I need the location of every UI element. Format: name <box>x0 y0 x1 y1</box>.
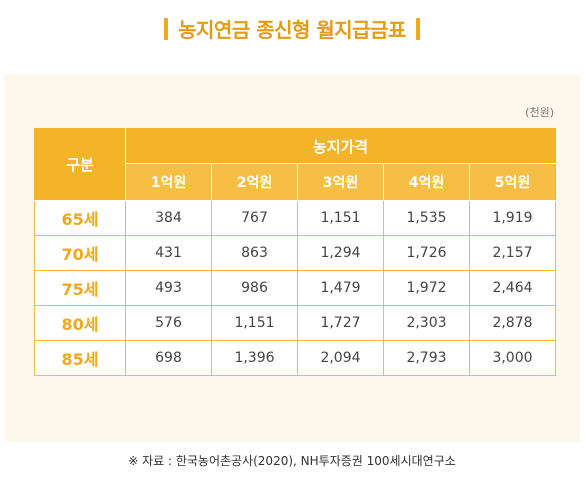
column-header: 5억원 <box>469 163 556 201</box>
value-cell: 431 <box>125 235 212 271</box>
table-panel: (천원) 구분 농지가격 1억원 2억원 3억원 4억원 5억원 65세 384… <box>4 74 580 442</box>
value-cell: 986 <box>211 270 298 306</box>
age-cell: 75세 <box>34 270 126 306</box>
column-header: 3억원 <box>297 163 384 201</box>
value-cell: 1,151 <box>211 305 298 341</box>
value-cell: 2,157 <box>469 235 556 271</box>
table-row: 65세 384 767 1,151 1,535 1,919 <box>34 200 556 236</box>
row-header-cell: 구분 <box>34 128 126 201</box>
title-right-bar <box>415 17 420 40</box>
payment-table: 구분 농지가격 1억원 2억원 3억원 4억원 5억원 65세 384 767 … <box>34 128 556 376</box>
value-cell: 1,726 <box>383 235 470 271</box>
table-row: 75세 493 986 1,479 1,972 2,464 <box>34 270 556 306</box>
table-row: 70세 431 863 1,294 1,726 2,157 <box>34 235 556 271</box>
value-cell: 576 <box>125 305 212 341</box>
age-cell: 85세 <box>34 340 126 376</box>
source-note: ※ 자료 : 한국농어촌공사(2020), NH투자증권 100세시대연구소 <box>128 454 456 468</box>
age-cell: 80세 <box>34 305 126 341</box>
value-cell: 767 <box>211 200 298 236</box>
value-cell: 1,396 <box>211 340 298 376</box>
value-cell: 1,151 <box>297 200 384 236</box>
value-cell: 384 <box>125 200 212 236</box>
table-row: 85세 698 1,396 2,094 2,793 3,000 <box>34 340 556 376</box>
value-cell: 1,294 <box>297 235 384 271</box>
value-cell: 1,727 <box>297 305 384 341</box>
value-cell: 493 <box>125 270 212 306</box>
group-header-cell: 농지가격 <box>125 128 556 164</box>
value-cell: 1,972 <box>383 270 470 306</box>
page-title: 농지연금 종신형 월지급금표 <box>178 18 406 42</box>
value-cell: 698 <box>125 340 212 376</box>
column-header: 1억원 <box>125 163 212 201</box>
header-row-columns: 1억원 2억원 3억원 4억원 5억원 <box>35 163 556 201</box>
column-header: 4억원 <box>383 163 470 201</box>
header-row-group: 구분 농지가격 <box>34 128 556 201</box>
value-cell: 3,000 <box>469 340 556 376</box>
title-left-bar <box>164 17 169 40</box>
value-cell: 2,793 <box>383 340 470 376</box>
column-header: 2억원 <box>211 163 298 201</box>
value-cell: 2,094 <box>297 340 384 376</box>
value-cell: 1,919 <box>469 200 556 236</box>
unit-label: (천원) <box>525 106 554 119</box>
age-cell: 65세 <box>34 200 126 236</box>
title-block: 농지연금 종신형 월지급금표 <box>0 14 584 43</box>
table-row: 80세 576 1,151 1,727 2,303 2,878 <box>34 305 556 341</box>
age-cell: 70세 <box>34 235 126 271</box>
value-cell: 2,464 <box>469 270 556 306</box>
value-cell: 2,303 <box>383 305 470 341</box>
value-cell: 2,878 <box>469 305 556 341</box>
value-cell: 1,479 <box>297 270 384 306</box>
value-cell: 1,535 <box>383 200 470 236</box>
value-cell: 863 <box>211 235 298 271</box>
